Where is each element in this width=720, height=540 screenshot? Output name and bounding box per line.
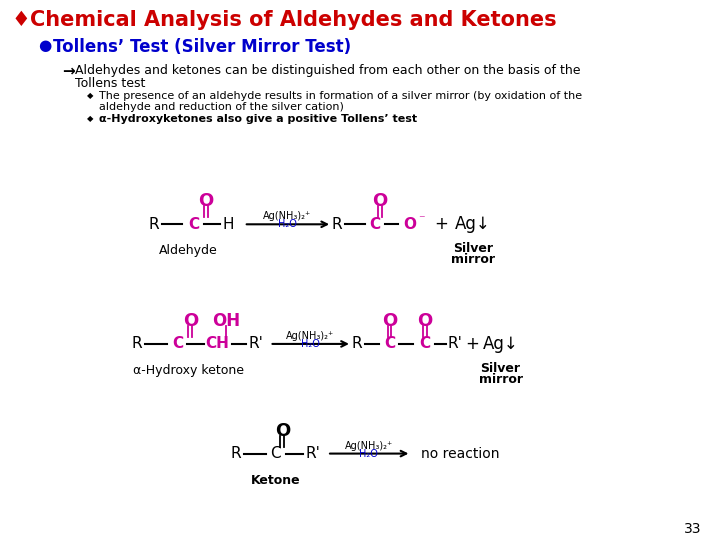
Text: R: R	[332, 217, 342, 232]
Text: R: R	[351, 336, 362, 352]
Text: Silver: Silver	[453, 242, 492, 255]
Text: →: →	[63, 64, 75, 79]
Text: +: +	[434, 215, 448, 233]
Text: ◆: ◆	[87, 91, 94, 100]
Text: C: C	[420, 336, 431, 352]
Text: C: C	[369, 217, 380, 232]
Text: Chemical Analysis of Aldehydes and Ketones: Chemical Analysis of Aldehydes and Keton…	[30, 10, 557, 30]
Text: mirror: mirror	[451, 253, 495, 266]
Text: C: C	[384, 336, 395, 352]
Text: R': R'	[306, 446, 320, 461]
Text: O: O	[275, 422, 290, 440]
Text: Ketone: Ketone	[251, 474, 300, 487]
Text: C: C	[270, 446, 281, 461]
Text: H₂O: H₂O	[301, 339, 320, 349]
Text: R: R	[148, 217, 159, 232]
Text: Tollens’ Test (Silver Mirror Test): Tollens’ Test (Silver Mirror Test)	[53, 38, 351, 56]
Text: R: R	[230, 446, 241, 461]
Text: Ag↓: Ag↓	[455, 215, 490, 233]
Text: +: +	[465, 335, 479, 353]
Text: Tollens test: Tollens test	[76, 77, 145, 90]
Text: Silver: Silver	[480, 362, 521, 375]
Text: CH: CH	[205, 336, 229, 352]
Text: Aldehydes and ketones can be distinguished from each other on the basis of the: Aldehydes and ketones can be distinguish…	[76, 64, 581, 77]
Text: ◆: ◆	[87, 113, 94, 123]
Text: H: H	[222, 217, 234, 232]
Text: R': R'	[448, 336, 462, 352]
Text: ⁻: ⁻	[418, 213, 425, 226]
Text: Ag(NH₃)₂⁺: Ag(NH₃)₂⁺	[264, 211, 312, 221]
Text: Ag↓: Ag↓	[482, 335, 518, 353]
Text: Ag(NH₃)₂⁺: Ag(NH₃)₂⁺	[286, 331, 334, 341]
Text: Aldehyde: Aldehyde	[159, 244, 217, 257]
Text: O: O	[372, 192, 387, 211]
Text: H₂O: H₂O	[359, 449, 378, 458]
Text: aldehyde and reduction of the silver cation): aldehyde and reduction of the silver cat…	[99, 102, 344, 112]
Text: ♦: ♦	[12, 10, 31, 30]
Text: C: C	[189, 217, 200, 232]
Text: ●: ●	[37, 38, 51, 53]
Text: O: O	[382, 312, 397, 330]
Text: α-Hydroxy ketone: α-Hydroxy ketone	[132, 364, 244, 377]
Text: O: O	[402, 217, 416, 232]
Text: O: O	[199, 192, 214, 211]
Text: mirror: mirror	[479, 373, 523, 386]
Text: H₂O: H₂O	[278, 219, 297, 230]
Text: The presence of an aldehyde results in formation of a silver mirror (by oxidatio: The presence of an aldehyde results in f…	[99, 91, 582, 101]
Text: 33: 33	[684, 522, 702, 536]
Text: Ag(NH₃)₂⁺: Ag(NH₃)₂⁺	[345, 441, 393, 450]
Text: C: C	[172, 336, 183, 352]
Text: O: O	[418, 312, 433, 330]
Text: OH: OH	[212, 312, 240, 330]
Text: R: R	[132, 336, 142, 352]
Text: R': R'	[248, 336, 263, 352]
Text: O: O	[183, 312, 198, 330]
Text: α-Hydroxyketones also give a positive Tollens’ test: α-Hydroxyketones also give a positive To…	[99, 113, 417, 124]
Text: no reaction: no reaction	[421, 447, 500, 461]
